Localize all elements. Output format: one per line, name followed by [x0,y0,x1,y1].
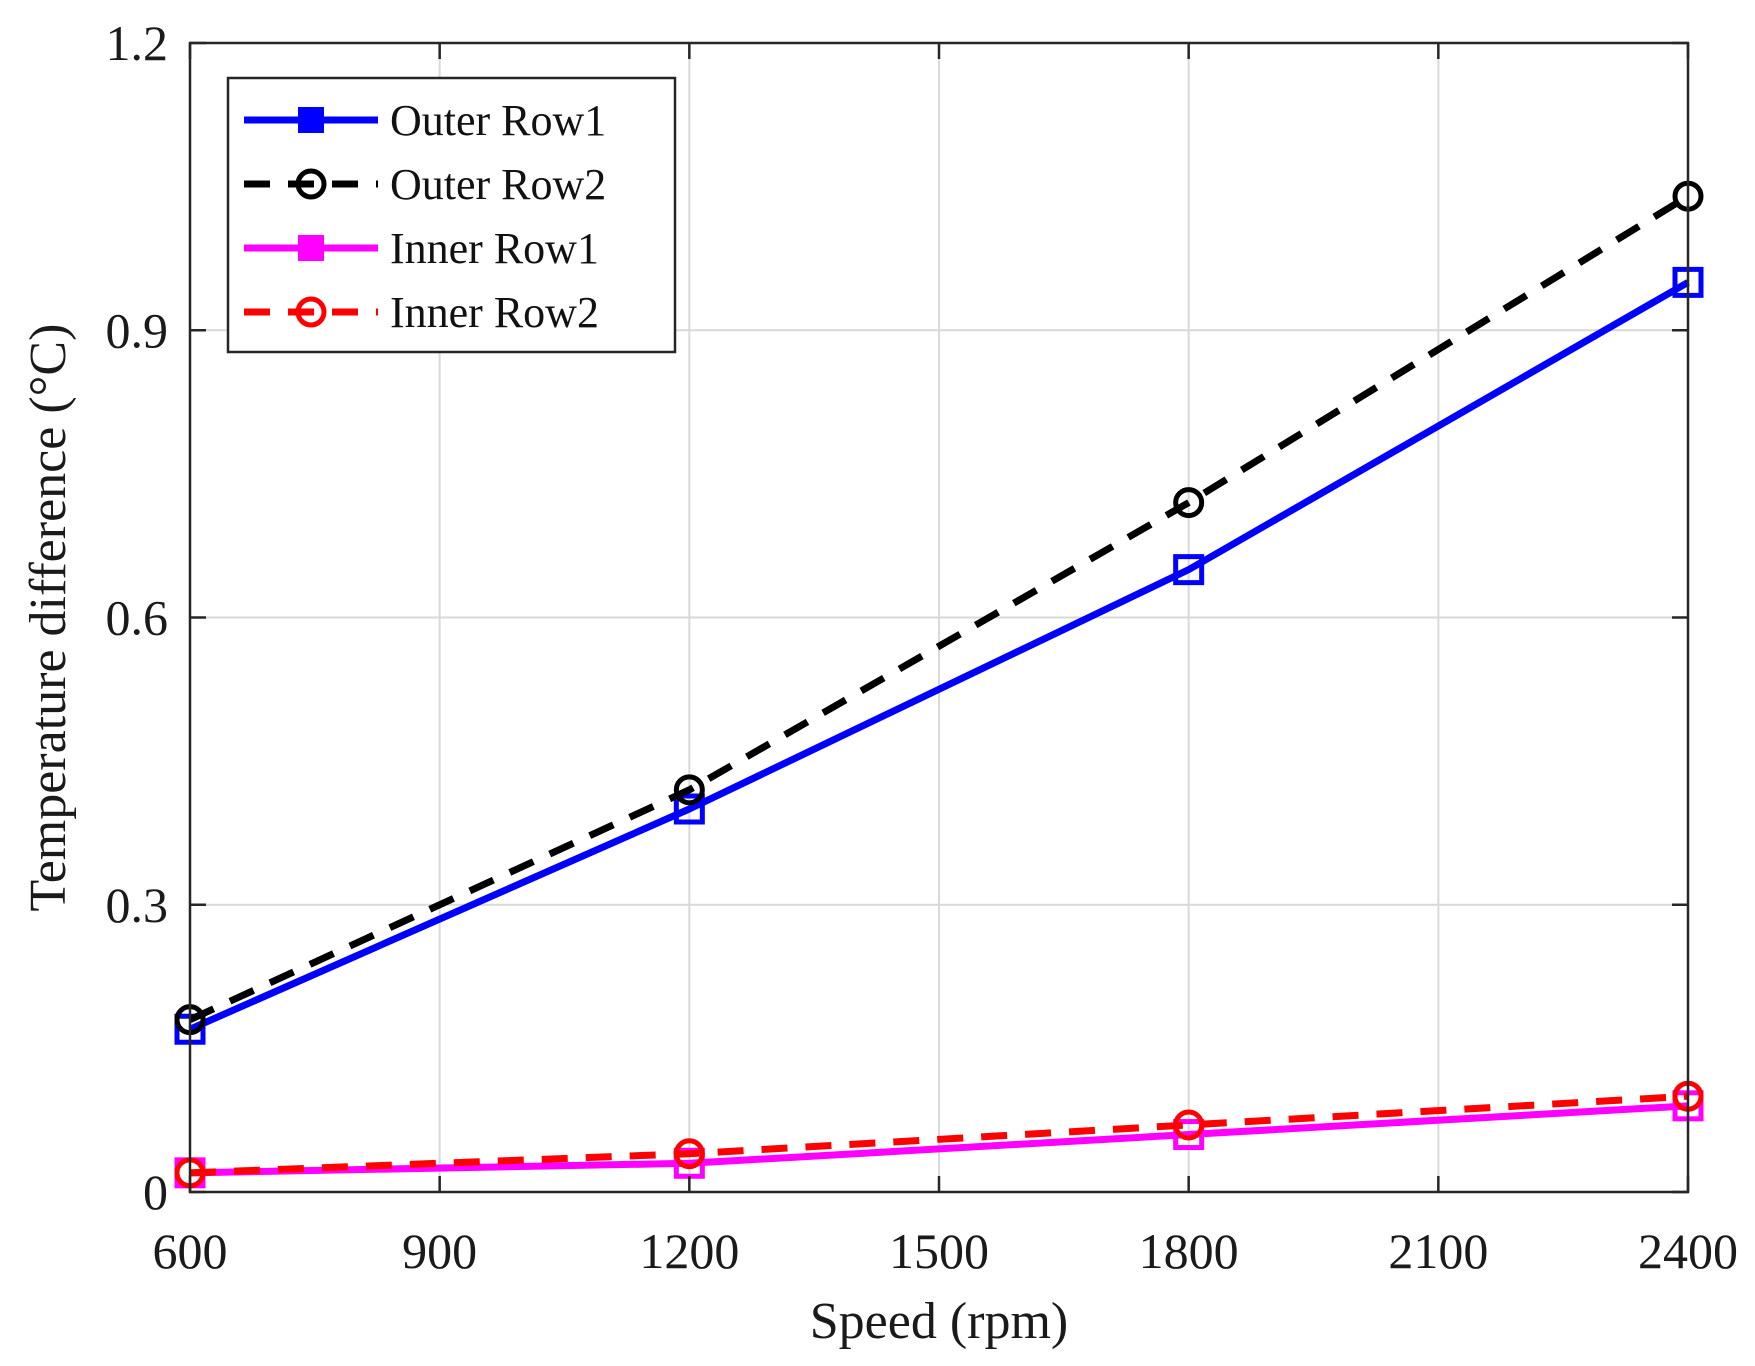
legend-square-marker [298,235,324,261]
square-marker [1173,554,1205,586]
y-tick-label: 0.3 [106,877,169,933]
circle-marker [673,1138,705,1170]
y-tick-label: 0.9 [106,302,169,358]
series-line [189,1092,1689,1177]
square-marker [1173,1119,1205,1151]
legend-label: Inner Row1 [390,224,599,273]
legend-item: Inner Row1 [244,224,599,273]
series-line [188,193,1690,1023]
legend-label: Outer Row1 [390,96,606,145]
legend-circle-marker [295,168,327,200]
legend-item: Inner Row2 [244,288,599,337]
y-axis-title: Temperature difference (°C) [20,324,77,912]
legend-item: Outer Row1 [244,96,606,145]
series-line [188,279,1690,1033]
y-tick-label: 0.6 [106,590,169,646]
legend: Outer Row1 Outer Row2 Inner Row1 Inner Row2 [226,76,677,354]
x-tick-label: 2100 [1388,1223,1488,1279]
circle-marker [1173,1109,1205,1141]
y-tick-label: 1.2 [106,15,169,71]
x-tick-label: 1800 [1139,1223,1239,1279]
circle-marker [1173,487,1205,519]
square-marker [673,793,705,825]
legend-square-marker [298,107,324,133]
y-tick-label: 0 [143,1164,168,1220]
legend-label: Outer Row2 [390,160,606,209]
x-tick-label: 1500 [889,1223,989,1279]
legend-item: Outer Row2 [244,160,606,209]
legend-circle-marker [295,296,327,328]
x-axis-title: Speed (rpm) [810,1293,1068,1350]
legend-label: Inner Row2 [390,288,599,337]
axis-ticks: 600 900 1200 1500 1800 2100 2400 0 0.3 0.6 0.9 1.2 [106,15,1739,1279]
x-tick-label: 900 [402,1223,477,1279]
x-tick-label: 2400 [1638,1223,1738,1279]
x-tick-label: 600 [153,1223,228,1279]
x-tick-label: 1200 [639,1223,739,1279]
circle-marker [673,774,705,806]
series-line [189,1102,1689,1177]
